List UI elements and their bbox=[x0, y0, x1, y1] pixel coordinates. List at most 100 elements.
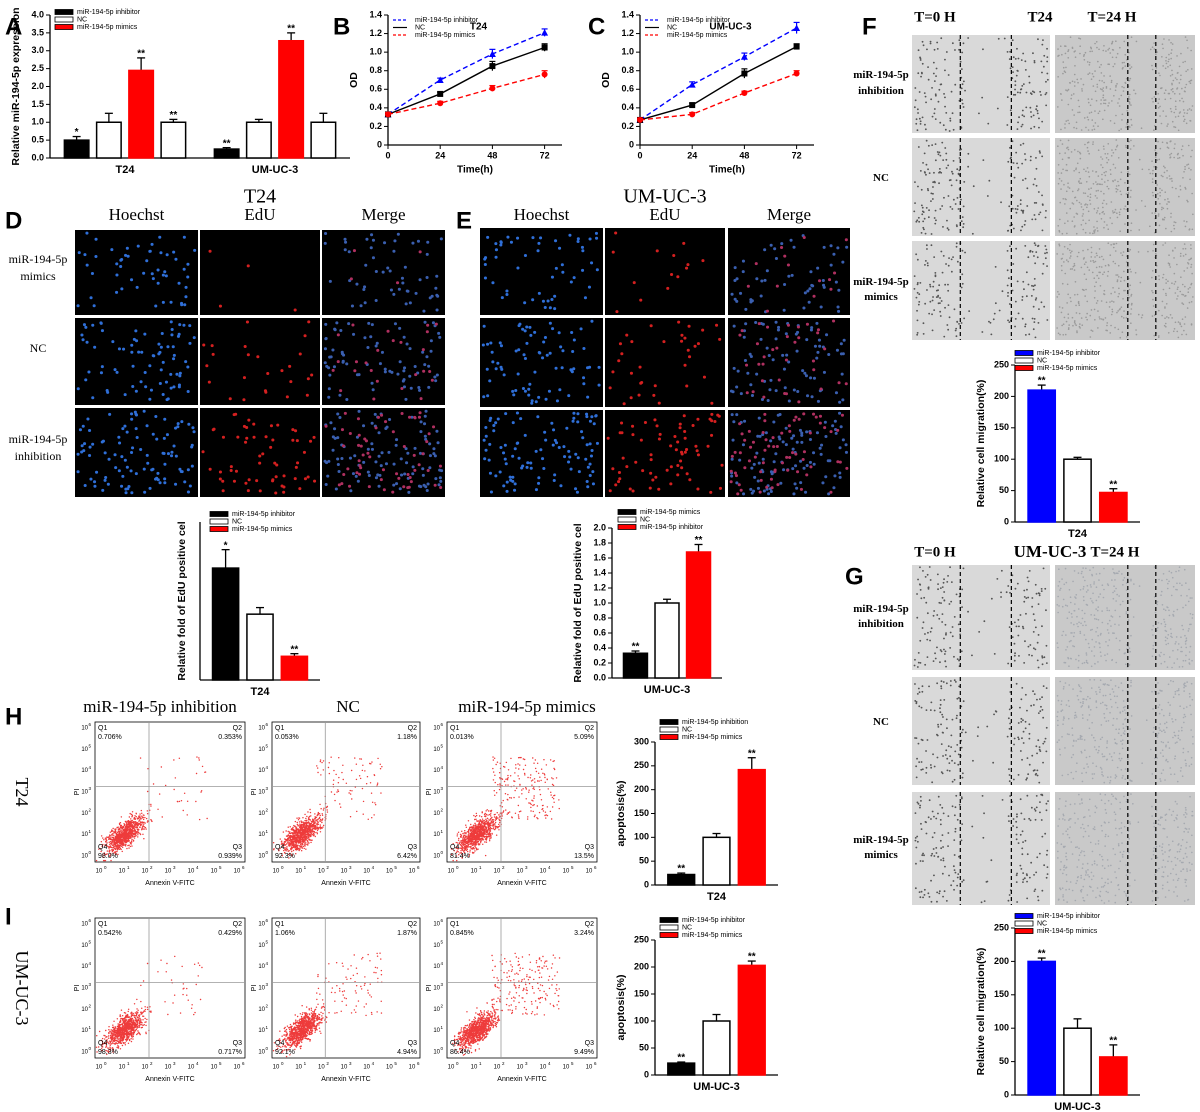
legend-label: NC bbox=[682, 726, 692, 733]
y-tick-label: 1.4 bbox=[593, 567, 606, 577]
y-tick-base: 10 bbox=[81, 726, 88, 732]
significance: ** bbox=[137, 49, 145, 60]
panel-letter: F bbox=[862, 13, 877, 40]
x-tick-exp: 6 bbox=[594, 865, 597, 870]
y-tick-label: 150 bbox=[634, 808, 649, 818]
y-tick-exp: 3 bbox=[441, 786, 444, 791]
x-tick-base: 10 bbox=[540, 1065, 547, 1071]
bar bbox=[1063, 1027, 1092, 1096]
quadrant-name: Q3 bbox=[408, 1040, 417, 1047]
quadrant-name: Q2 bbox=[233, 921, 242, 928]
y-tick-label: 0 bbox=[644, 879, 649, 889]
event-cloud bbox=[272, 952, 383, 1058]
y-tick-exp: 6 bbox=[89, 722, 92, 727]
quadrant-percent: 5.09% bbox=[574, 734, 594, 741]
y-tick-label: 150 bbox=[634, 988, 649, 998]
legend-label: miR-194-5p mimics bbox=[415, 32, 476, 39]
bar bbox=[1098, 491, 1128, 523]
marker bbox=[489, 85, 496, 92]
x-tick-base: 10 bbox=[363, 1065, 370, 1071]
x-tick-exp: 0 bbox=[456, 1061, 459, 1066]
legend-swatch bbox=[617, 516, 637, 523]
row-label: miR-194-5p mimics bbox=[853, 833, 909, 862]
y-tick-base: 10 bbox=[258, 768, 265, 774]
y-tick-exp: 0 bbox=[266, 1046, 269, 1051]
x-axis-label: Time(h) bbox=[457, 165, 493, 176]
cell-specks bbox=[1056, 679, 1194, 784]
y-tick-label: 0 bbox=[1004, 516, 1009, 526]
y-tick-label: 0 bbox=[377, 139, 382, 149]
quadrant-percent: 0.939% bbox=[218, 853, 242, 860]
y-tick-label: 0.6 bbox=[369, 84, 382, 94]
edu-cells bbox=[349, 249, 422, 285]
scratch-image bbox=[1055, 35, 1195, 133]
cell-specks bbox=[1056, 566, 1194, 669]
x-tick-exp: 3 bbox=[173, 865, 176, 870]
y-tick-exp: 1 bbox=[266, 1025, 269, 1030]
legend-swatch bbox=[659, 917, 679, 923]
y-tick-base: 10 bbox=[433, 1028, 440, 1034]
y-tick-base: 10 bbox=[433, 790, 440, 796]
chart-title: T24 bbox=[470, 22, 488, 33]
x-tick-base: 10 bbox=[188, 869, 195, 875]
bar bbox=[128, 69, 155, 159]
y-tick-base: 10 bbox=[433, 747, 440, 753]
panel-letter: I bbox=[5, 903, 12, 930]
x-axis-label: Annexin V-FITC bbox=[497, 880, 546, 887]
y-tick-label: 2.0 bbox=[593, 522, 606, 532]
y-tick-base: 10 bbox=[81, 768, 88, 774]
y-tick-label: 2.0 bbox=[31, 81, 44, 91]
y-tick-base: 10 bbox=[81, 986, 88, 992]
y-tick-base: 10 bbox=[433, 726, 440, 732]
micrograph bbox=[75, 230, 198, 315]
y-tick-exp: 5 bbox=[441, 940, 444, 945]
y-tick-label: 50 bbox=[639, 1042, 649, 1052]
row-label: NC bbox=[873, 172, 889, 184]
cell-specks bbox=[1057, 139, 1194, 235]
marker bbox=[637, 116, 643, 123]
y-tick-exp: 6 bbox=[266, 722, 269, 727]
x-tick-exp: 1 bbox=[127, 1061, 130, 1066]
quadrant-percent: 81.4% bbox=[450, 853, 470, 860]
y-tick-label: 200 bbox=[994, 391, 1009, 401]
legend-swatch bbox=[209, 526, 229, 532]
x-tick-base: 10 bbox=[409, 869, 416, 875]
significance: ** bbox=[748, 748, 756, 759]
scratch-image bbox=[912, 241, 1050, 340]
y-tick-exp: 6 bbox=[441, 722, 444, 727]
bar bbox=[654, 602, 680, 679]
bar bbox=[702, 836, 731, 886]
quadrant-name: Q1 bbox=[98, 725, 107, 732]
x-tick-base: 10 bbox=[295, 1065, 302, 1071]
cell-specks bbox=[914, 679, 1048, 784]
y-tick-exp: 0 bbox=[441, 850, 444, 855]
y-tick-base: 10 bbox=[81, 943, 88, 949]
panel-letter: B bbox=[333, 13, 350, 40]
micrograph bbox=[480, 318, 603, 407]
quadrant-percent: 1.87% bbox=[397, 930, 417, 937]
quadrant-name: Q4 bbox=[275, 1040, 284, 1047]
x-tick-exp: 0 bbox=[456, 865, 459, 870]
y-tick-exp: 3 bbox=[441, 982, 444, 987]
legend-label: miR-194-5p mimics bbox=[232, 526, 293, 533]
scratch-image bbox=[912, 35, 1050, 133]
y-axis-label: PI bbox=[74, 985, 81, 992]
x-tick-base: 10 bbox=[494, 869, 501, 875]
scratch-image bbox=[912, 677, 1050, 785]
x-tick-base: 10 bbox=[142, 1065, 149, 1071]
micrograph bbox=[480, 228, 603, 315]
y-tick-exp: 5 bbox=[441, 744, 444, 749]
x-tick-base: 10 bbox=[188, 1065, 195, 1071]
legend-label: miR-194-5p inhibitor bbox=[1037, 350, 1101, 357]
legend-label: NC bbox=[77, 16, 87, 23]
x-tick-label: UM-UC-3 bbox=[252, 164, 298, 176]
x-tick-exp: 4 bbox=[372, 865, 375, 870]
row-label: miR-194-5p inhibition bbox=[853, 602, 909, 631]
y-tick-base: 10 bbox=[258, 922, 265, 928]
y-tick-exp: 0 bbox=[441, 1046, 444, 1051]
y-tick-label: 50 bbox=[999, 1056, 1009, 1066]
legend-swatch bbox=[659, 734, 679, 740]
edu-cells bbox=[738, 319, 848, 404]
y-tick-label: 1.4 bbox=[369, 9, 382, 19]
marker bbox=[741, 90, 748, 96]
